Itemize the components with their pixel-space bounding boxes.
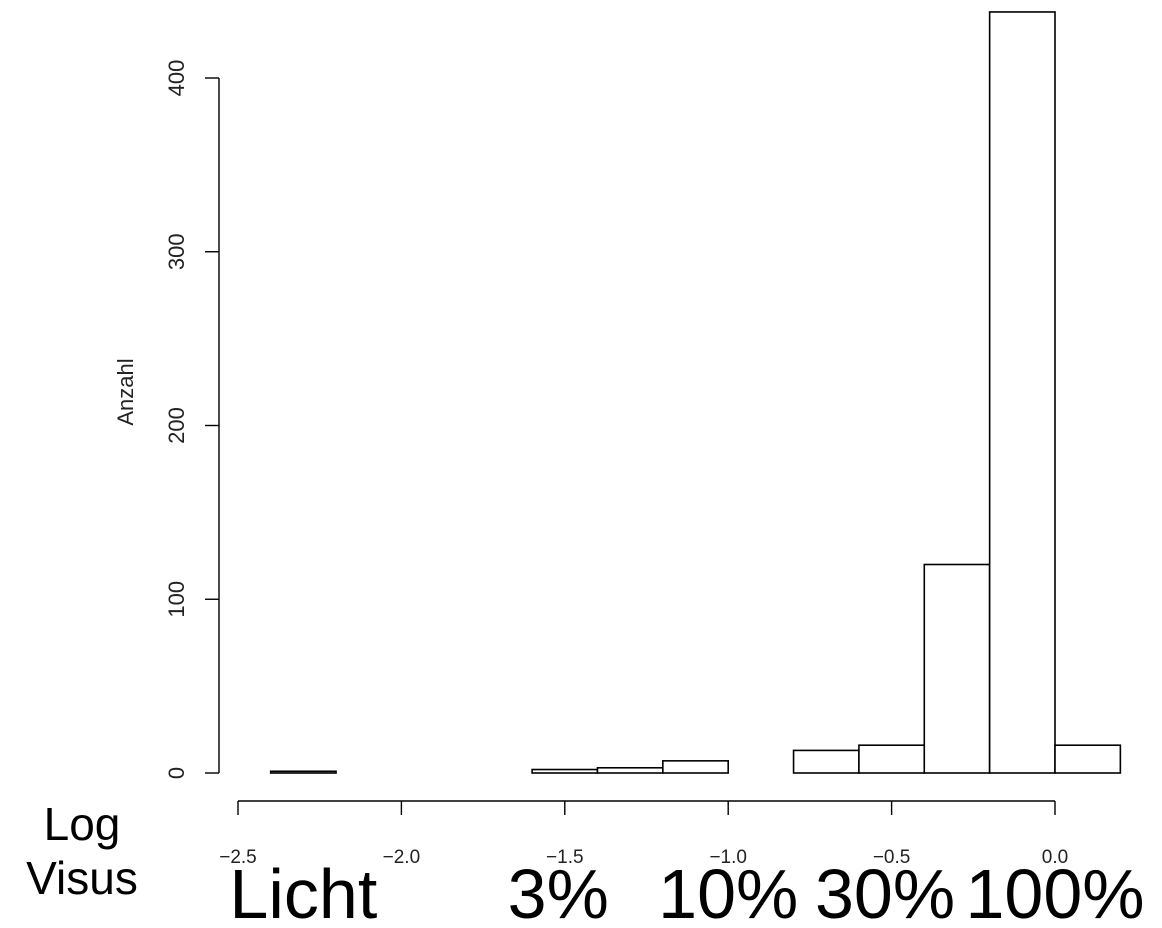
- histogram-bar: [923, 563, 991, 774]
- x-tick-label: −2.0: [383, 847, 421, 868]
- histogram-bar: [988, 11, 1056, 774]
- visus-label: 30%: [815, 855, 955, 928]
- visus-label: 3%: [508, 855, 609, 928]
- y-tick-label: 100: [164, 581, 189, 618]
- axis-caption-log: Log: [44, 798, 121, 850]
- histogram-bar: [269, 770, 337, 774]
- histogram-bar: [662, 760, 730, 774]
- histogram-bar: [531, 768, 599, 774]
- y-axis: 0 100 200 300 400: [164, 60, 220, 779]
- histogram-bar: [792, 749, 860, 774]
- x-tick-label: −2.5: [219, 847, 257, 868]
- x-tick-label: −1.0: [709, 847, 747, 868]
- histogram-bar: [596, 766, 664, 774]
- y-tick-label: 400: [164, 60, 189, 97]
- visus-label: Licht: [229, 855, 377, 928]
- histogram-bars: [269, 11, 1122, 774]
- visus-label: 10%: [658, 855, 798, 928]
- x-tick-label: −0.5: [873, 847, 911, 868]
- histogram-bar: [1054, 744, 1122, 774]
- axis-caption-visus: Visus: [26, 852, 138, 904]
- visus-label: 100%: [965, 855, 1144, 928]
- x-tick-label: −1.5: [546, 847, 584, 868]
- x-axis: −2.5 −2.0 −1.5 −1.0 −0.5 0.0: [219, 800, 1068, 868]
- y-tick-label: 0: [164, 767, 189, 779]
- y-tick-label: 300: [164, 233, 189, 270]
- y-axis-label: Anzahl: [113, 358, 138, 425]
- x-tick-label: 0.0: [1042, 847, 1068, 868]
- visus-labels: Licht 3% 10% 30% 100%: [229, 855, 1144, 928]
- y-tick-label: 200: [164, 407, 189, 444]
- histogram-bar: [858, 744, 926, 774]
